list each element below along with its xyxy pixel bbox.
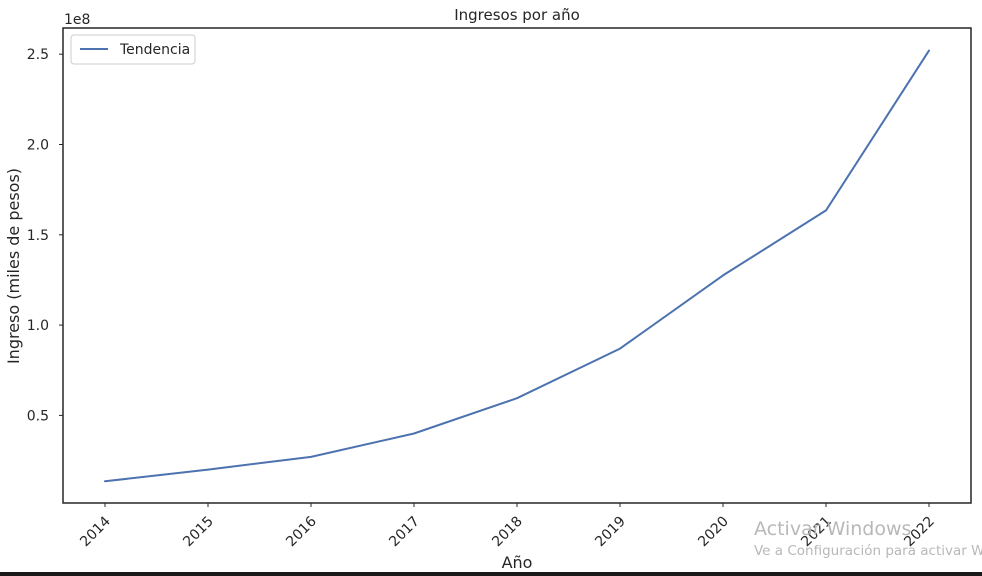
y-axis-ticks: 0.5 1.0 1.5 2.0 2.5 <box>27 47 63 424</box>
data-point-2022 <box>928 50 930 52</box>
y-axis-label: Ingreso (miles de pesos) <box>4 168 23 364</box>
y-tick-label: 0.5 <box>27 408 49 424</box>
plot-area-frame <box>62 27 972 504</box>
x-tick-label: 2014 <box>77 513 114 550</box>
x-axis-label: Año <box>502 553 533 572</box>
x-tick-label: 2020 <box>695 514 732 551</box>
data-point-2017 <box>413 432 415 434</box>
series-points <box>104 50 930 483</box>
x-tick-label: 2018 <box>489 514 526 551</box>
series-line-tendencia <box>104 49 930 483</box>
x-tick-label: 2015 <box>180 514 217 551</box>
chart-title: Ingresos por año <box>454 6 580 24</box>
data-point-2018 <box>516 397 518 399</box>
data-point-2014 <box>104 480 106 482</box>
x-tick-label: 2019 <box>592 514 629 551</box>
data-point-2015 <box>207 469 209 471</box>
data-point-2020 <box>722 274 724 276</box>
y-tick-label: 1.0 <box>27 318 49 334</box>
legend-label-tendencia: Tendencia <box>119 42 190 58</box>
legend-box <box>70 34 196 65</box>
taskbar-edge <box>0 572 982 576</box>
x-tick-label: 2021 <box>798 514 835 551</box>
y-tick-label: 2.0 <box>27 137 49 153</box>
data-point-2019 <box>619 348 621 350</box>
y-tick-label: 1.5 <box>27 228 49 244</box>
x-tick-label: 2016 <box>283 513 320 550</box>
legend: Tendencia <box>70 34 196 65</box>
y-tick-label: 2.5 <box>27 47 49 63</box>
x-axis-ticks: 2014 2015 2016 2017 2018 2019 2020 2021 2022 <box>77 503 938 550</box>
data-point-2021 <box>825 209 827 211</box>
y-axis-offset-label: 1e8 <box>64 12 90 28</box>
x-tick-label: 2022 <box>901 514 938 551</box>
x-tick-label: 2017 <box>386 514 423 551</box>
data-point-2016 <box>310 456 312 458</box>
